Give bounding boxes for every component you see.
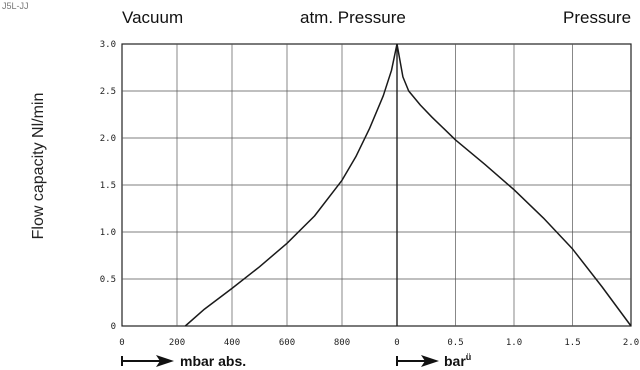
x-tick-label-mbar: 400 bbox=[224, 338, 240, 348]
header-pressure: Pressure bbox=[563, 8, 631, 27]
x-tick-label-bar: 1.5 bbox=[564, 338, 580, 348]
flow-curve-vacuum bbox=[184, 43, 398, 327]
grid-lines bbox=[122, 44, 631, 326]
x-tick-labels: 0 200 400 600 800 0 0.5 1.0 1.5 2.0 bbox=[119, 338, 639, 348]
header-atm-pressure: atm. Pressure bbox=[300, 8, 406, 27]
y-tick-label: 1.0 bbox=[100, 228, 116, 238]
y-axis-label: Flow capacity Nl/min bbox=[30, 93, 47, 240]
bar-arrow-head bbox=[421, 355, 439, 367]
y-tick-label: 1.5 bbox=[100, 181, 116, 191]
y-tick-label: 0 bbox=[111, 322, 116, 332]
x-tick-label-mbar: 0 bbox=[394, 338, 399, 348]
x-tick-label-mbar: 200 bbox=[169, 338, 185, 348]
corner-fragment: J5L-JJ bbox=[2, 1, 29, 11]
mbar-arrow-head bbox=[156, 355, 174, 367]
y-tick-label: 0.5 bbox=[100, 275, 116, 285]
y-tick-label: 3.0 bbox=[100, 40, 116, 50]
bar-unit-indicator: barü bbox=[396, 352, 471, 369]
bar-unit-text: bar bbox=[444, 353, 466, 369]
bar-unit-superscript: ü bbox=[466, 352, 472, 362]
curves bbox=[184, 43, 632, 327]
mbar-unit-label: mbar abs. bbox=[180, 353, 246, 369]
header-vacuum: Vacuum bbox=[122, 8, 183, 27]
y-tick-label: 2.0 bbox=[100, 134, 116, 144]
x-tick-label-bar: 0.5 bbox=[447, 338, 463, 348]
mbar-unit-indicator: mbar abs. bbox=[121, 353, 246, 369]
y-tick-label: 2.5 bbox=[100, 87, 116, 97]
x-tick-label-mbar: 800 bbox=[334, 338, 350, 348]
x-tick-label-bar: 2.0 bbox=[623, 338, 639, 348]
x-tick-label-mbar: 600 bbox=[279, 338, 295, 348]
flow-curve-pressure bbox=[396, 43, 632, 327]
y-tick-labels: 0 0.5 1.0 1.5 2.0 2.5 3.0 bbox=[100, 40, 116, 332]
x-tick-label-mbar: 0 bbox=[119, 338, 124, 348]
x-tick-label-bar: 1.0 bbox=[506, 338, 522, 348]
bar-unit-label: barü bbox=[444, 352, 471, 369]
